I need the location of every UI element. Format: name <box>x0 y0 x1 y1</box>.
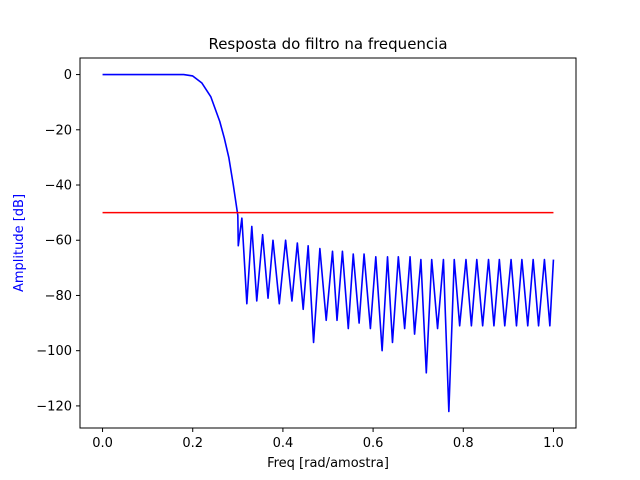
x-tick-label: 0.8 <box>453 436 474 451</box>
plot-frame <box>79 57 577 429</box>
x-tick-label: 0.4 <box>273 436 294 451</box>
plot-background <box>80 58 576 428</box>
y-tick-label: −20 <box>45 123 72 138</box>
y-tick-label: −100 <box>36 344 72 359</box>
x-axis-ticks: 0.0 0.2 0.4 0.6 0.8 1.0 <box>92 428 564 451</box>
x-tick-label: 1.0 <box>543 436 564 451</box>
series-layer <box>102 73 555 413</box>
y-tick-label: −120 <box>36 399 72 414</box>
x-axis-label: Freq [rad/amostra] <box>267 456 389 471</box>
y-tick-label: −40 <box>45 179 72 194</box>
y-axis-ticks: 0 −20 −40 −60 −80 −100 −120 <box>36 68 80 414</box>
y-axis-label: Amplitude [dB] <box>12 194 27 292</box>
y-tick-label: −60 <box>45 234 72 249</box>
x-tick-label: 0.2 <box>182 436 203 451</box>
chart-title: Resposta do filtro na frequencia <box>208 35 447 53</box>
series-line-1 <box>102 73 555 413</box>
x-tick-label: 0.0 <box>92 436 113 451</box>
x-tick-label: 0.6 <box>363 436 384 451</box>
y-tick-label: 0 <box>64 68 72 83</box>
y-tick-label: −80 <box>45 289 72 304</box>
